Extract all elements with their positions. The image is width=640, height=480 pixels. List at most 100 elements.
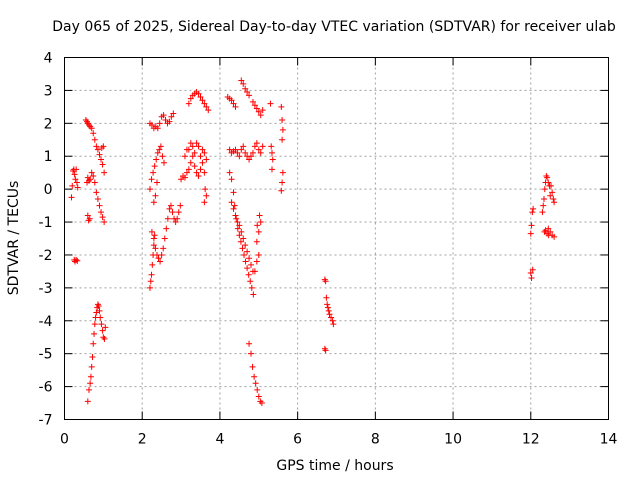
data-point [246,156,253,163]
data-point [328,314,335,321]
y-tick-label: -5 [39,347,53,363]
data-point [73,256,80,263]
data-point [168,113,175,120]
data-point [189,153,196,160]
data-point [256,212,263,219]
data-point [236,222,243,229]
data-point [549,189,556,196]
data-point [249,98,256,105]
data-point [195,172,202,179]
data-point [178,176,185,183]
x-tick-label: 2 [138,432,147,448]
data-point [73,166,80,173]
data-point [201,199,208,206]
data-point [84,398,91,405]
data-point [96,307,103,314]
y-tick-label: 4 [44,51,53,67]
data-point [228,97,235,104]
data-point [268,166,275,173]
data-point [91,330,98,337]
data-point [259,107,266,114]
data-point [155,255,162,262]
data-point [175,209,182,216]
data-point [257,112,264,119]
data-point [324,304,331,311]
data-point [529,266,536,273]
y-tick-label: 1 [44,149,53,165]
chart-title: Day 065 of 2025, Sidereal Day-to-day VTE… [52,19,616,35]
data-point [230,189,237,196]
data-point [170,110,177,117]
data-point [193,169,200,176]
data-point [246,340,253,347]
data-point [232,103,239,110]
y-tick-label: 3 [44,83,53,99]
y-tick-label: -7 [39,413,53,429]
data-point [97,314,104,321]
data-point [244,89,251,96]
data-point [202,186,209,193]
data-point [156,120,163,127]
data-point [246,255,253,262]
data-point [528,274,535,281]
data-point [325,307,332,314]
data-point [183,146,190,153]
data-point [150,199,157,206]
data-point [329,317,336,324]
data-point [201,100,208,107]
data-point [102,324,109,331]
data-point [251,373,258,380]
data-points [68,77,558,407]
data-point [88,125,95,132]
data-point [279,169,286,176]
data-point [268,143,275,150]
data-point [151,163,158,170]
data-point [148,176,155,183]
data-point [231,202,238,209]
data-point [181,174,188,181]
data-point [73,179,80,186]
x-tick-labels: 0 2 4 6 8 10 12 14 [60,432,617,448]
data-point [547,228,554,235]
data-point [254,222,261,229]
data-point [238,77,245,84]
y-tick-label: 2 [44,116,53,132]
data-point [195,90,202,97]
data-point [94,196,101,203]
data-point [544,174,551,181]
data-point [169,209,176,216]
data-point [547,182,554,189]
data-point [199,146,206,153]
data-point [101,169,108,176]
data-point [90,340,97,347]
data-point [99,214,106,221]
data-point [154,149,161,156]
data-point [330,321,337,328]
data-point [87,176,94,183]
data-point [164,215,171,222]
data-point [93,143,100,150]
data-point [167,202,174,209]
data-point [86,215,93,222]
data-point [154,125,161,132]
data-point [185,166,192,173]
data-point [172,219,179,226]
data-point [148,121,155,128]
x-tick-label: 6 [293,432,302,448]
data-point [527,230,534,237]
x-tick-label: 4 [215,432,224,448]
data-point [87,380,94,387]
data-point [187,159,194,166]
data-point [551,199,558,206]
data-point [241,251,248,258]
data-point [147,278,154,285]
data-point [195,143,202,150]
data-point [248,350,255,357]
data-point [251,102,258,109]
y-tick-label: -2 [39,248,53,264]
data-point [233,215,240,222]
data-point [156,146,163,153]
data-point [158,251,165,258]
data-point [99,161,106,168]
